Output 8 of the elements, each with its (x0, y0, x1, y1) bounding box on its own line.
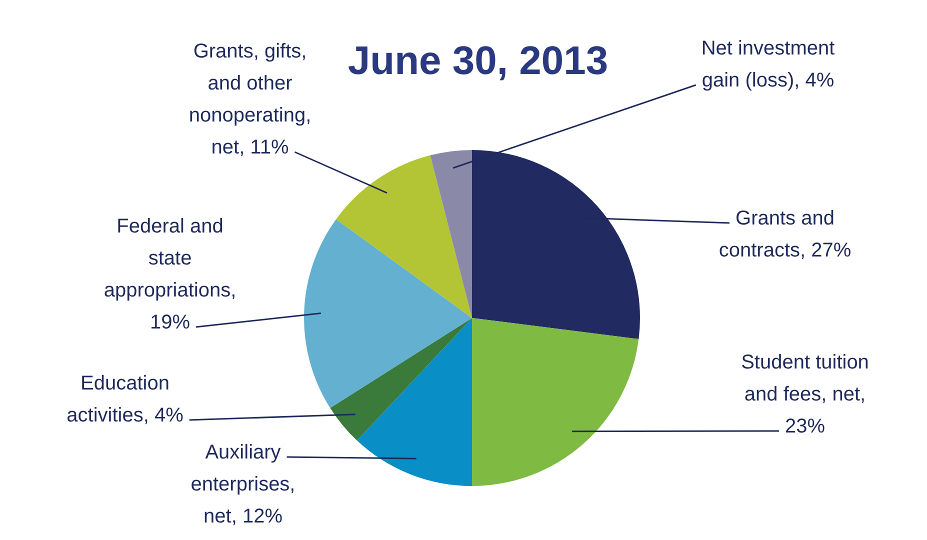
slice-label: Education activities, 4% (66, 372, 184, 427)
slice-label: Grants, gifts, and other nonoperating, net, 11% (188, 40, 312, 159)
slice-label: Student tuition and fees, net, 23% (741, 352, 869, 438)
chart-title: June 30, 2013 (348, 39, 608, 84)
slice-label: Federal and state appropriations, 19% (104, 216, 236, 334)
slice-label: Grants and contracts, 27% (718, 208, 852, 262)
slice-label: Auxiliary enterprises, net, 12% (190, 442, 296, 528)
slice-label: Net investment gain (loss), 4% (701, 38, 836, 92)
